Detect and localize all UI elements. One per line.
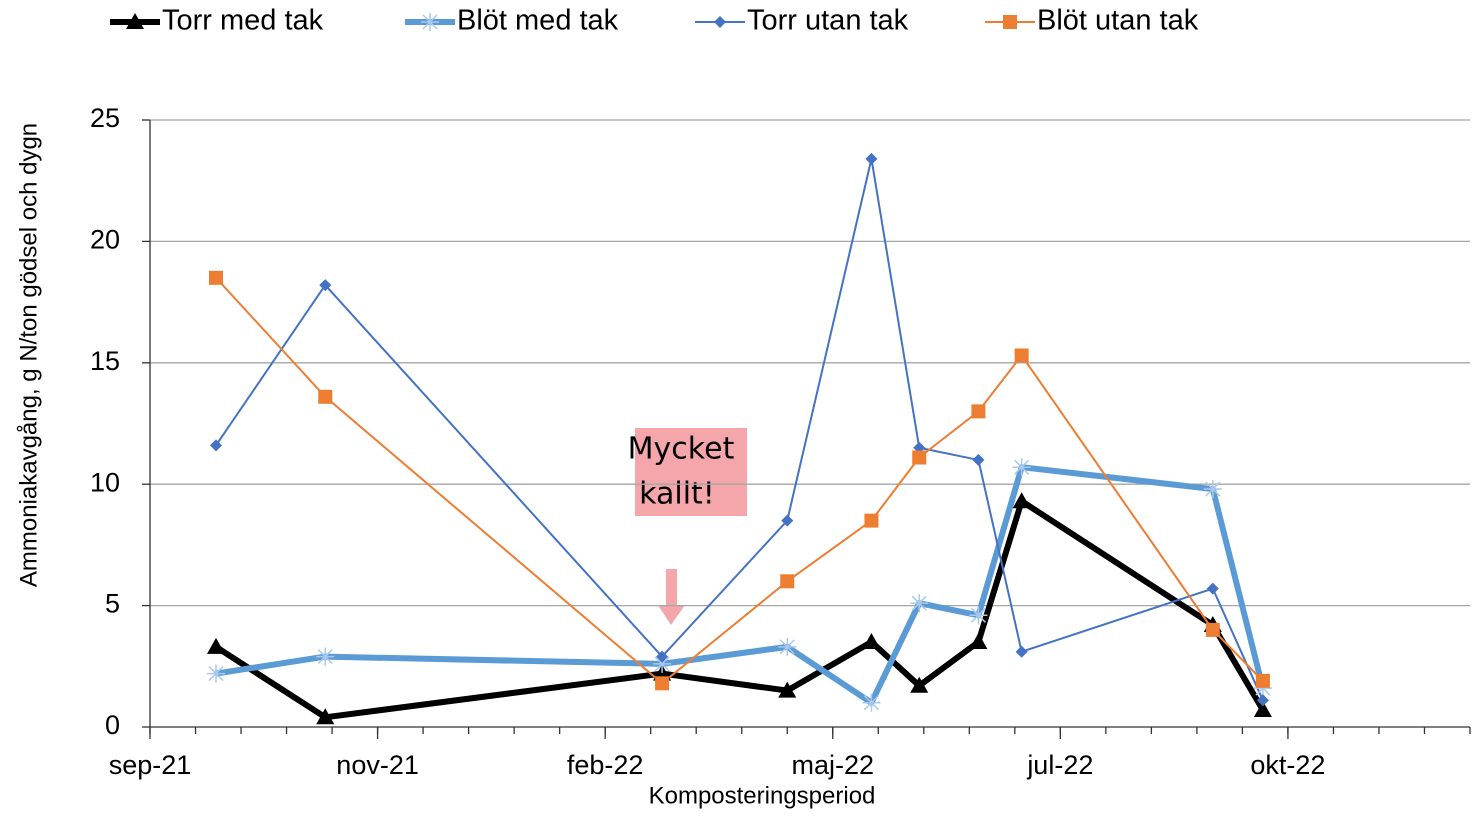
marker — [653, 654, 672, 673]
y-tick-label: 15 — [90, 346, 120, 376]
marker — [1012, 492, 1031, 509]
series-line — [215, 464, 1266, 706]
marker — [1253, 701, 1272, 718]
marker — [969, 606, 988, 625]
marker — [319, 279, 332, 292]
marker — [864, 513, 879, 528]
marker — [780, 574, 795, 589]
annotation-arrow — [658, 605, 685, 625]
series-line — [215, 277, 1264, 685]
y-tick-label: 0 — [105, 710, 120, 740]
marker — [207, 664, 225, 683]
marker — [207, 637, 225, 654]
marker — [316, 708, 335, 725]
marker — [316, 647, 335, 666]
annotation: kallt! — [639, 477, 715, 512]
marker — [1003, 15, 1017, 29]
marker — [655, 676, 670, 691]
marker — [1015, 645, 1028, 658]
marker — [910, 594, 929, 613]
x-tick-label: sep-21 — [109, 750, 192, 780]
legend-label: Torr med tak — [162, 5, 324, 37]
annotation-arrow — [666, 569, 677, 605]
marker — [972, 453, 985, 466]
marker — [910, 676, 929, 693]
marker — [714, 16, 726, 28]
marker — [209, 270, 223, 285]
marker — [1012, 458, 1031, 477]
y-tick-label: 25 — [90, 103, 120, 133]
series-line — [214, 498, 1266, 721]
marker — [781, 514, 794, 527]
marker — [318, 389, 333, 404]
legend-label: Blöt med tak — [457, 5, 619, 37]
marker — [862, 693, 881, 712]
annotation: Mycket — [628, 432, 735, 467]
x-axis-title: Komposteringsperiod — [649, 782, 876, 809]
series-line — [215, 157, 1264, 701]
marker — [1255, 673, 1270, 688]
marker — [778, 637, 797, 656]
marker — [1203, 480, 1222, 499]
marker — [1256, 694, 1269, 707]
legend-label: Torr utan tak — [747, 5, 909, 37]
marker — [126, 13, 144, 29]
marker — [969, 633, 988, 650]
marker — [1205, 622, 1220, 637]
x-tick-label: okt-22 — [1250, 750, 1325, 780]
marker — [1206, 582, 1219, 595]
x-tick-label: feb-22 — [567, 750, 644, 780]
annotation-box — [635, 428, 747, 516]
y-axis-title: Ammoniakavgång, g N/ton gödsel och dygn — [15, 123, 42, 587]
marker — [656, 650, 669, 663]
marker — [421, 13, 439, 31]
marker — [210, 439, 222, 452]
y-tick-label: 5 — [105, 589, 120, 619]
marker — [1014, 348, 1029, 363]
y-tick-label: 10 — [90, 467, 120, 497]
x-tick-label: jul-22 — [1026, 750, 1093, 780]
y-tick-label: 20 — [90, 225, 120, 255]
marker — [862, 633, 881, 650]
marker — [971, 404, 986, 419]
marker — [1253, 679, 1272, 698]
marker — [778, 681, 797, 698]
x-tick-label: maj-22 — [791, 750, 874, 780]
marker — [865, 152, 878, 165]
marker — [912, 450, 927, 465]
x-tick-label: nov-21 — [336, 750, 419, 780]
legend-label: Blöt utan tak — [1037, 5, 1199, 37]
